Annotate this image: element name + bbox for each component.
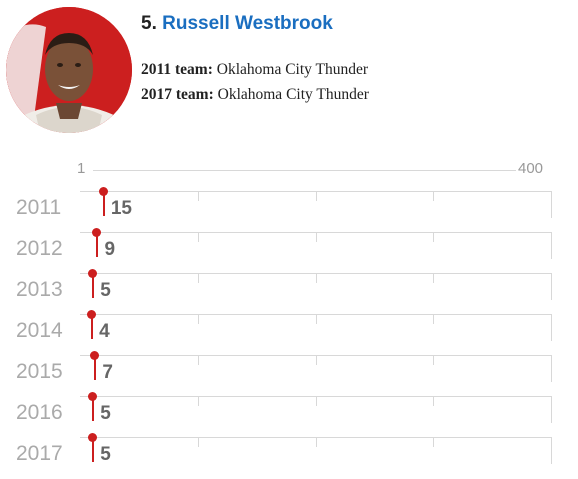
grid-tick [198, 356, 199, 365]
grid-tick [433, 192, 434, 201]
grid-tick [316, 438, 317, 447]
rank-marker[interactable] [88, 392, 98, 424]
grid-tick [433, 356, 434, 365]
chart-row: 2011 15 [0, 187, 578, 232]
marker-stem [96, 234, 99, 257]
grid-tick [433, 438, 434, 447]
grid-tick [198, 397, 199, 406]
team-2011-label: 2011 team: [141, 61, 213, 78]
grid-tick [316, 233, 317, 242]
team-2011-line: 2011 team: Oklahoma City Thunder [141, 61, 368, 79]
marker-head [88, 269, 98, 278]
rank-marker[interactable] [87, 310, 97, 342]
rank-value-label: 5 [100, 280, 111, 301]
rank-track: 4 [80, 310, 552, 342]
marker-stem [92, 398, 95, 421]
grid-tick [316, 356, 317, 365]
team-2017-line: 2017 team: Oklahoma City Thunder [141, 86, 369, 104]
year-label: 2015 [16, 360, 63, 383]
rank-value-label: 15 [110, 198, 132, 219]
rank-track: 7 [80, 351, 552, 383]
marker-stem [91, 316, 94, 339]
rank-marker[interactable] [90, 351, 100, 383]
marker-stem [102, 193, 105, 216]
year-label: 2012 [16, 237, 63, 260]
grid-tick [198, 192, 199, 201]
rank-track: 5 [80, 392, 552, 424]
grid-tick [198, 438, 199, 447]
grid-tick [433, 315, 434, 324]
rank-marker[interactable] [92, 228, 102, 260]
team-2017-value: Oklahoma City Thunder [217, 86, 369, 103]
player-avatar [6, 7, 132, 133]
marker-head [90, 351, 100, 360]
rank-marker[interactable] [98, 187, 109, 219]
grid-tick [316, 274, 317, 283]
year-label: 2013 [16, 278, 63, 301]
rank-track: 5 [80, 433, 552, 465]
grid-tick [433, 274, 434, 283]
grid-tick [316, 397, 317, 406]
grid-tick [433, 397, 434, 406]
scale-max-label: 400 [518, 160, 544, 177]
rank-track: 5 [80, 269, 552, 301]
rank-value-label: 7 [102, 362, 113, 383]
chart-row: 2014 4 [0, 310, 578, 355]
player-rank: 5. [141, 13, 157, 34]
marker-head [92, 228, 102, 237]
year-label: 2014 [16, 319, 63, 342]
marker-stem [92, 275, 95, 298]
chart-row: 2013 5 [0, 269, 578, 314]
chart-row: 2012 9 [0, 228, 578, 273]
year-label: 2016 [16, 401, 63, 424]
rank-value-label: 4 [99, 321, 110, 342]
rank-marker[interactable] [88, 269, 98, 301]
marker-stem [92, 439, 95, 462]
rank-value-label: 9 [104, 239, 116, 260]
marker-head [87, 310, 97, 319]
chart-row: 2016 5 [0, 392, 578, 437]
chart-row: 2017 5 [0, 433, 578, 478]
rank-value-label: 5 [100, 444, 111, 465]
year-label: 2011 [16, 196, 62, 219]
grid-tick [316, 315, 317, 324]
player-heading: 5. Russell Westbrook [141, 12, 333, 36]
chart-row: 2015 7 [0, 351, 578, 396]
rank-value-label: 5 [100, 403, 111, 424]
year-label: 2017 [16, 442, 63, 465]
rank-track: 15 [80, 187, 552, 219]
rank-marker[interactable] [88, 433, 98, 465]
team-2017-label: 2017 team: [141, 86, 214, 103]
scale-line [93, 170, 516, 171]
grid-tick [198, 233, 199, 242]
player-name[interactable]: Russell Westbrook [162, 13, 333, 34]
grid-tick [198, 315, 199, 324]
scale-min-label: 1 [77, 160, 86, 177]
grid-tick [433, 233, 434, 242]
marker-head [88, 433, 98, 442]
marker-head [98, 187, 108, 196]
grid-tick [316, 192, 317, 201]
grid-tick [198, 274, 199, 283]
marker-head [88, 392, 98, 401]
marker-stem [94, 357, 97, 380]
rank-track: 9 [80, 228, 552, 260]
team-2011-value: Oklahoma City Thunder [216, 61, 369, 78]
